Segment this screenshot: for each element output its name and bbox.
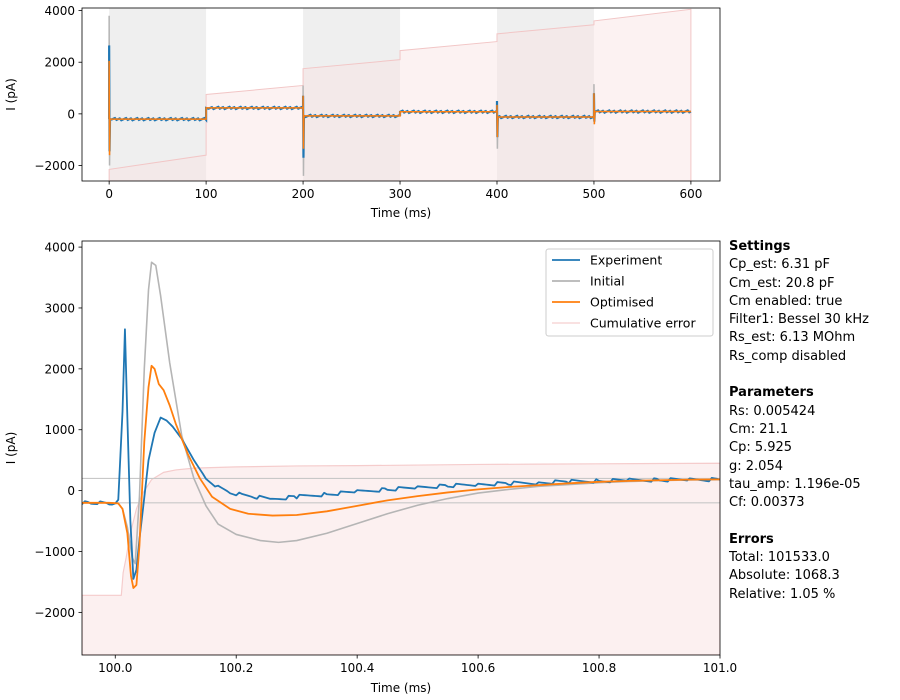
x-tick-label: 100.2 (219, 661, 253, 675)
y-axis-label: I (pA) (4, 432, 18, 465)
legend-box (545, 248, 714, 337)
side-panel: Settings Cp_est: 6.31 pF Cm_est: 20.8 pF… (729, 238, 899, 604)
y-tick-label: 2000 (44, 362, 75, 376)
param-tau-amp: tau_amp: 1.196e-05 (729, 476, 861, 492)
error-relative: Relative: 1.05 % (729, 586, 836, 602)
x-tick-label: 300 (389, 187, 412, 201)
setting-rs-est: Rs_est: 6.13 MOhm (729, 330, 856, 346)
x-tick-label: 100.8 (582, 661, 616, 675)
zoom-series-initial (82, 261, 720, 565)
x-tick-label: 100 (195, 187, 218, 201)
shaded-interval (303, 8, 401, 181)
zoom-frame (81, 240, 721, 656)
x-tick-label: 400 (486, 187, 509, 201)
x-axis-label: Time (ms) (370, 681, 432, 695)
shaded-interval (496, 8, 594, 181)
y-tick-label: 3000 (44, 301, 75, 315)
zoom-plot: 100.0 100.2 100.4 100.6 100.8 101.0 −2000 −1000… (4, 241, 737, 695)
y-tick-label: 4000 (44, 4, 75, 18)
setting-filter1: Filter1: Bessel 30 kHz (729, 312, 869, 328)
overview-frame (81, 7, 721, 182)
setting-cm-est: Cm_est: 20.8 pF (729, 275, 835, 291)
x-tick-label: 100.6 (461, 661, 495, 675)
x-tick-label: 101.0 (703, 661, 737, 675)
y-axis-label: I (pA) (4, 78, 18, 111)
y-tick-label: 1000 (44, 423, 75, 437)
x-tick-label: 100.0 (98, 661, 132, 675)
param-rs: Rs: 0.005424 (729, 403, 816, 419)
y-tick-label: −2000 (34, 606, 75, 620)
y-tick-label: 4000 (44, 241, 75, 255)
x-tick-label: 600 (679, 187, 702, 201)
setting-rs-comp: Rs_comp disabled (729, 348, 847, 364)
overview-cumulative-error (108, 8, 692, 181)
zoom-series-experiment (82, 328, 720, 580)
setting-cp-est: Cp_est: 6.31 pF (729, 257, 831, 273)
param-cp: Cp: 5.925 (729, 440, 793, 456)
overview-trace-opt (108, 60, 691, 156)
legend-label: Optimised (590, 295, 654, 310)
param-cf: Cf: 0.00373 (729, 495, 805, 511)
overview-plot: 0 100 200 300 400 500 600 −2000 0 2000 4000 Time (m… (4, 4, 721, 220)
parameters-header: Parameters (729, 385, 814, 401)
overview-plot-area (108, 8, 692, 181)
zoom-series-optimised (82, 364, 720, 589)
legend-label: Initial (590, 274, 625, 289)
param-g: g: 2.054 (729, 458, 783, 474)
x-tick-label: 0 (105, 187, 113, 201)
y-tick-label: 0 (67, 484, 75, 498)
settings-header: Settings (729, 239, 791, 254)
legend-label: Cumulative error (590, 316, 696, 331)
error-absolute: Absolute: 1068.3 (729, 568, 840, 584)
y-tick-label: 2000 (44, 56, 75, 70)
zoom-cumulative-error (82, 462, 720, 655)
error-total: Total: 101533.0 (729, 550, 830, 566)
param-cm: Cm: 21.1 (729, 421, 789, 437)
setting-cm-enabled: Cm enabled: true (729, 293, 843, 309)
x-axis-label: Time (ms) (370, 206, 432, 220)
errors-header: Errors (729, 531, 774, 547)
legend-label: Experiment (590, 253, 662, 268)
y-tick-label: −1000 (34, 545, 75, 559)
y-tick-label: −2000 (34, 159, 75, 173)
legend: Experiment Initial Optimised Cumulative err… (545, 248, 714, 337)
x-tick-label: 100.4 (340, 661, 374, 675)
y-tick-label: 0 (67, 107, 75, 121)
zoom-plot-area (82, 261, 720, 655)
x-tick-label: 500 (582, 187, 605, 201)
shaded-interval (109, 8, 207, 181)
x-tick-label: 200 (292, 187, 315, 201)
